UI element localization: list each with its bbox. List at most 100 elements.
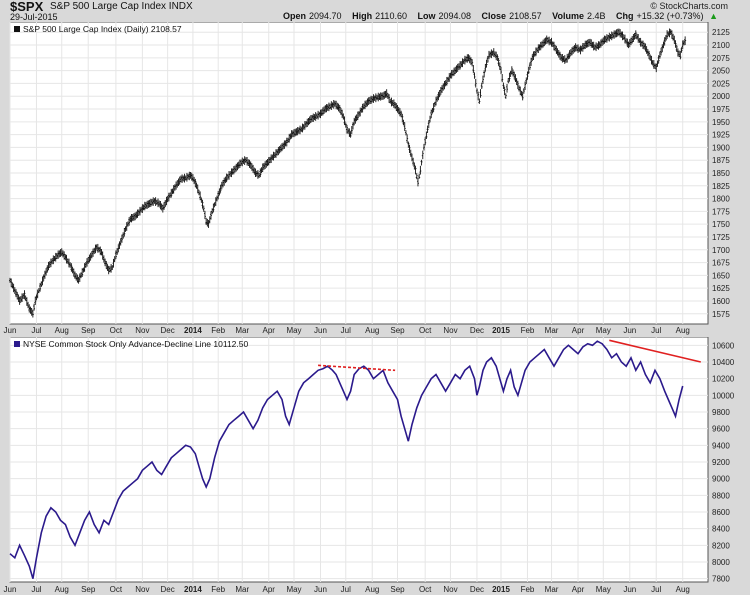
x-tick-label: Dec: [161, 326, 175, 335]
volume-value: 2.4B: [586, 11, 606, 21]
y-tick-label: 8000: [712, 558, 730, 567]
y-tick-label: 1600: [712, 297, 730, 306]
y-tick-label: 9000: [712, 475, 730, 484]
chg-value: +15.32 (+0.73%): [636, 11, 704, 21]
x-tick-label: Apr: [263, 585, 276, 594]
y-tick-label: 1725: [712, 233, 730, 242]
trendline: [609, 339, 701, 363]
x-tick-label: Jun: [623, 326, 636, 335]
x-tick-label: Aug: [676, 585, 690, 594]
y-tick-label: 2050: [712, 67, 730, 76]
volume-label: Volume: [552, 11, 584, 21]
y-tick-label: 9800: [712, 408, 730, 417]
x-tick-label: May: [596, 326, 611, 335]
y-tick-label: 1950: [712, 118, 730, 127]
x-tick-label: Dec: [161, 585, 175, 594]
x-tick-label: Aug: [365, 585, 379, 594]
y-tick-label: 8200: [712, 541, 730, 550]
y-tick-label: 1700: [712, 246, 730, 255]
x-tick-label: Sep: [81, 585, 96, 594]
x-tick-label: Jun: [4, 326, 17, 335]
x-tick-label: Nov: [443, 326, 457, 335]
high-value: 2110.60: [375, 11, 407, 21]
advance-decline-panel: 7800 8000 8200 8400 8600 8800 9000 9200 9400 9600…: [4, 337, 735, 594]
y-tick-label: 10400: [712, 358, 735, 367]
x-tick-label: Jul: [31, 326, 41, 335]
x-tick-label: Feb: [211, 585, 225, 594]
x-tick-label: Aug: [55, 585, 69, 594]
y-tick-label: 10200: [712, 375, 735, 384]
x-tick-label: 2015: [492, 326, 510, 335]
x-tick-label: May: [286, 326, 301, 335]
x-tick-label: Jul: [651, 326, 661, 335]
date-label: 29-Jul-2015: [10, 12, 58, 22]
x-tick-label: Mar: [235, 326, 249, 335]
y-tick-label: 1775: [712, 207, 730, 216]
x-tick-label: Mar: [235, 585, 249, 594]
y-tick-label: 8400: [712, 525, 730, 534]
y-tick-label: 1625: [712, 284, 730, 293]
y-tick-label: 2100: [712, 41, 730, 50]
chg-label: Chg: [616, 11, 634, 21]
x-tick-label: Oct: [110, 326, 123, 335]
x-tick-label: May: [596, 585, 611, 594]
plot-area: [9, 337, 709, 583]
x-tick-label: Feb: [521, 326, 535, 335]
y-tick-label: 8800: [712, 491, 730, 500]
x-tick-label: Jun: [314, 585, 327, 594]
x-tick-label: Sep: [81, 326, 96, 335]
y-tick-label: 1750: [712, 220, 730, 229]
close-label: Close: [481, 11, 507, 21]
y-tick-label: 1925: [712, 131, 730, 140]
ohlc-summary: Open 2094.70 High 2110.60 Low 2094.08 Close…: [283, 11, 718, 21]
y-tick-label: 8600: [712, 508, 730, 517]
legend-label: S&P 500 Large Cap Index (Daily) 2108.57: [23, 24, 182, 34]
y-tick-label: 1575: [712, 310, 730, 319]
ad-line: [9, 340, 684, 579]
y-tick-label: 2000: [712, 92, 730, 101]
x-tick-label: Oct: [419, 585, 432, 594]
dashed-trendline: [318, 364, 396, 372]
x-tick-label: Nov: [135, 585, 149, 594]
x-tick-label: Jun: [4, 585, 17, 594]
y-tick-label: 10000: [712, 391, 735, 400]
x-tick-label: Jul: [31, 585, 41, 594]
y-tick-label: 10600: [712, 341, 735, 350]
close-value: 2108.57: [509, 11, 542, 21]
price-bars: [9, 28, 687, 318]
legend-swatch: [14, 26, 20, 32]
y-tick-label: 2075: [712, 54, 730, 63]
x-tick-label: 2015: [492, 585, 510, 594]
y-tick-label: 2025: [712, 79, 730, 88]
x-tick-label: Jul: [341, 326, 351, 335]
x-tick-label: Oct: [110, 585, 123, 594]
x-tick-label: Mar: [545, 326, 559, 335]
x-tick-label: Mar: [545, 585, 559, 594]
y-tick-label: 7800: [712, 575, 730, 584]
x-tick-label: Apr: [263, 326, 276, 335]
open-value: 2094.70: [309, 11, 342, 21]
x-tick-label: Apr: [572, 585, 585, 594]
legend-label: NYSE Common Stock Only Advance-Decline L…: [23, 339, 248, 349]
y-tick-label: 1675: [712, 259, 730, 268]
x-tick-label: Nov: [443, 585, 457, 594]
legend: S&P 500 Large Cap Index (Daily) 2108.57: [14, 24, 182, 34]
legend: NYSE Common Stock Only Advance-Decline L…: [14, 339, 248, 349]
y-tick-label: 1900: [712, 143, 730, 152]
y-tick-label: 9200: [712, 458, 730, 467]
high-label: High: [352, 11, 373, 21]
symbol-name: S&P 500 Large Cap Index INDX: [50, 1, 193, 12]
copyright-label: © StockCharts.com: [650, 1, 728, 11]
x-tick-label: Nov: [135, 326, 149, 335]
symbol-fullname: S&P 500 Large Cap Index: [50, 1, 167, 12]
x-tick-label: Apr: [572, 326, 585, 335]
x-tick-label: Aug: [55, 326, 69, 335]
y-tick-label: 9600: [712, 425, 730, 434]
x-tick-label: Aug: [676, 326, 690, 335]
y-tick-label: 1975: [712, 105, 730, 114]
low-value: 2094.08: [438, 11, 472, 21]
y-tick-label: 1800: [712, 195, 730, 204]
x-tick-label: Aug: [365, 326, 379, 335]
y-tick-label: 1825: [712, 182, 730, 191]
x-tick-label: Oct: [419, 326, 432, 335]
